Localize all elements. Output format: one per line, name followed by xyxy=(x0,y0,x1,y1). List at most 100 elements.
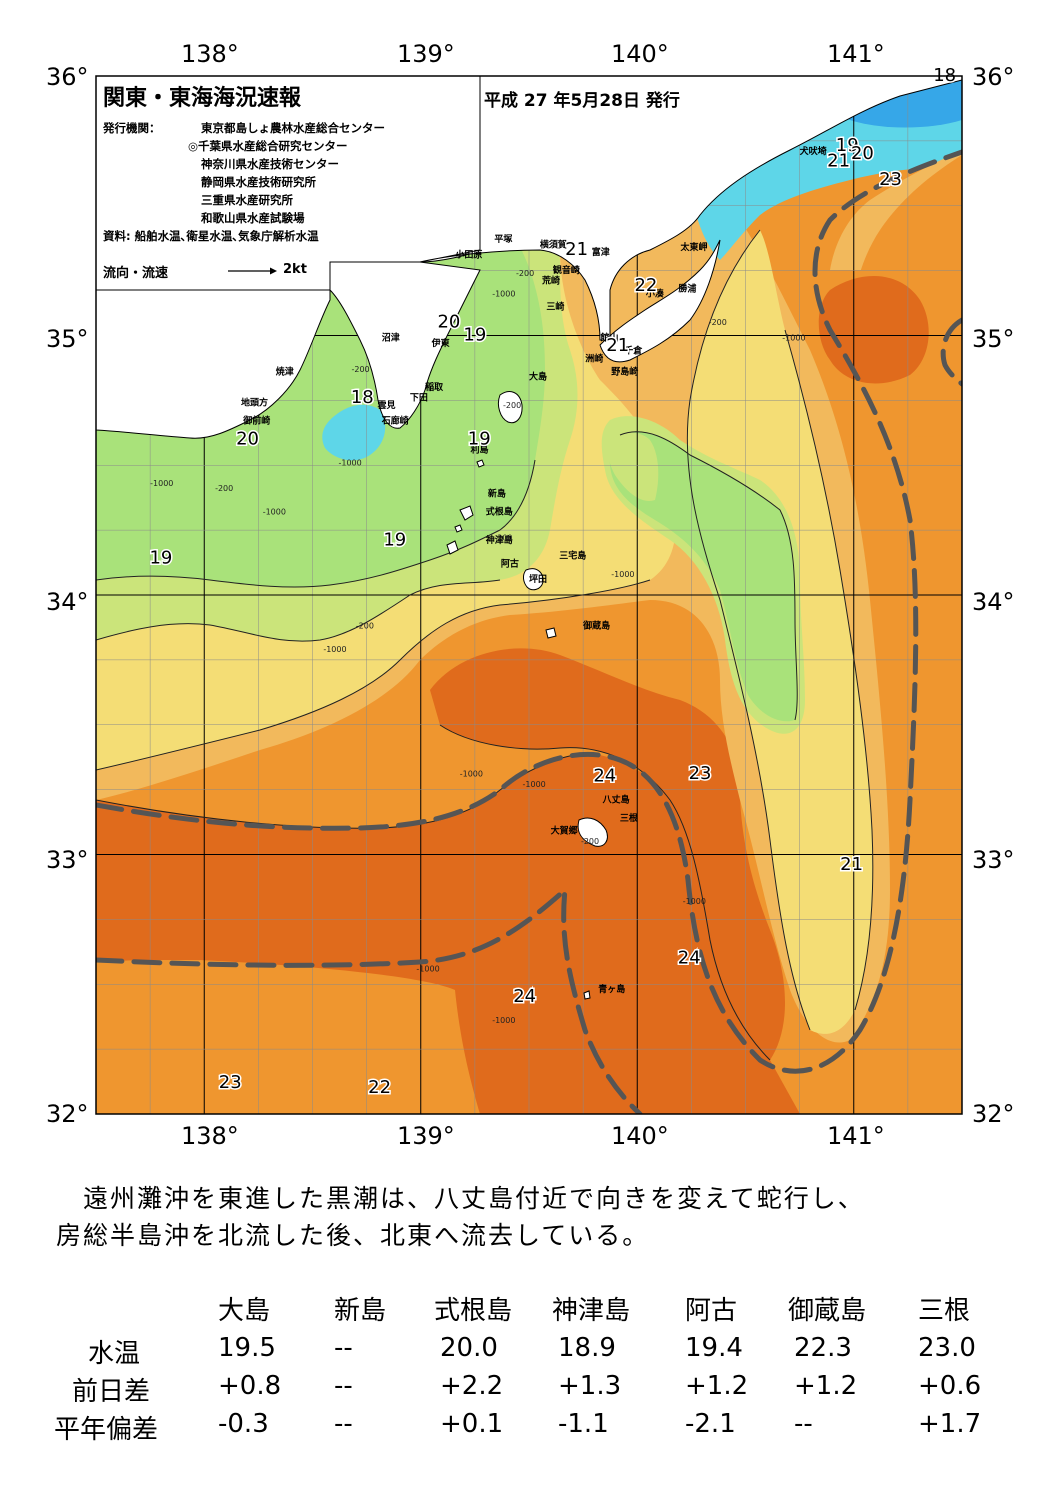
place-name-label: 石廊崎 xyxy=(381,415,409,427)
temperature-label: 23 xyxy=(689,763,712,784)
place-name-label: 小田原 xyxy=(454,249,482,261)
temperature-label: 23 xyxy=(879,169,902,190)
place-name-label: 三崎 xyxy=(546,301,564,313)
land-mikurajima xyxy=(545,627,557,639)
issuer-2: ◎千葉県水産総合研究センター xyxy=(188,139,348,153)
place-name-label: 横須賀 xyxy=(540,238,567,250)
sea-zone-24-south xyxy=(96,753,800,1114)
place-name-label: 千倉 xyxy=(624,345,643,357)
lon-label-top-139: 139° xyxy=(397,40,455,68)
lon-label-bottom-141: 141° xyxy=(827,1122,885,1150)
lat-label-right-34: 34° xyxy=(972,588,1015,616)
depth-label: -200 xyxy=(494,534,512,543)
lat-label-left-36: 36° xyxy=(46,63,89,91)
issuer-3: 神奈川県水産技術センター xyxy=(201,157,339,171)
table-cell: +0.8 xyxy=(218,1371,282,1401)
lat-label-right-36: 36° xyxy=(972,63,1015,91)
place-name-label: 御蔵島 xyxy=(582,620,610,632)
lat-label-right-33: 33° xyxy=(972,846,1015,874)
place-name-label: 式根島 xyxy=(486,506,513,518)
legend-speed: 2kt xyxy=(283,262,307,277)
table-cell: +1.2 xyxy=(685,1371,749,1401)
place-name-label: 洲崎 xyxy=(585,352,603,364)
place-name-label: 伊東 xyxy=(431,337,450,349)
row-label-water-temp: 水温 xyxy=(88,1339,141,1369)
depth-label: -1000 xyxy=(150,479,173,488)
kuroshio-axis xyxy=(96,149,962,1114)
temperature-label: 24 xyxy=(678,947,701,968)
land-miyakejima xyxy=(523,568,544,591)
place-name-label: 三宅島 xyxy=(559,550,586,562)
map-title: 関東・東海海況速報 xyxy=(103,86,302,111)
col-header-mitsune: 三根 xyxy=(918,1296,971,1326)
lon-label-bottom-140: 140° xyxy=(611,1122,669,1150)
sea-zone-19-eddy xyxy=(609,431,798,722)
place-name-label: 小湊 xyxy=(645,288,665,300)
depth-label: -200 xyxy=(503,401,521,410)
col-header-mikurajima: 御蔵島 xyxy=(788,1296,867,1326)
table-cell: 23.0 xyxy=(918,1333,976,1363)
temperature-label: 19 xyxy=(463,325,486,346)
land-aogashima xyxy=(583,990,591,1000)
depth-label: -1000 xyxy=(338,458,361,467)
issuer-4: 静岡県水産技術研究所 xyxy=(201,175,316,189)
table-cell: 22.3 xyxy=(794,1333,852,1363)
land-kozushima xyxy=(446,540,459,555)
table-cell: 19.4 xyxy=(685,1333,743,1363)
lat-label-left-33: 33° xyxy=(46,846,89,874)
issuer-5: 三重県水産研究所 xyxy=(201,193,293,207)
temperature-label: 18 xyxy=(351,387,374,408)
place-name-label: 犬吠埼 xyxy=(799,145,827,157)
description-line-1: 遠州灘沖を東進した黒潮は、八丈島付近で向きを変えて蛇行し、 xyxy=(56,1184,865,1213)
place-name-label: 焼津 xyxy=(276,365,294,377)
isotherm-line xyxy=(96,579,651,771)
depth-label: -200 xyxy=(215,484,233,493)
temperature-label: 21 xyxy=(840,854,863,875)
table-cell: -- xyxy=(334,1333,353,1363)
temperature-label: 21 xyxy=(827,151,850,172)
table-cell: +2.2 xyxy=(440,1371,504,1401)
depth-label: -1000 xyxy=(460,770,483,779)
land-shikinejima xyxy=(454,524,463,533)
temperature-label: 22 xyxy=(634,275,657,296)
place-name-label: 神津島 xyxy=(486,534,513,546)
place-name-label: 新島 xyxy=(488,487,506,499)
place-name-label: 富津 xyxy=(592,246,610,258)
place-name-label: 御前崎 xyxy=(242,415,270,427)
place-name-label: 大賀郷 xyxy=(551,825,578,837)
description-line-2: 房総半島沖を北流した後、北東へ流去している。 xyxy=(56,1221,650,1250)
land-izu-peninsula xyxy=(329,261,481,429)
kuroshio-axis-line xyxy=(96,883,643,1114)
isotherm-line xyxy=(619,431,798,721)
row-label-normal-anomaly: 平年偏差 xyxy=(54,1415,159,1445)
sea-zone-20-eddy-inner xyxy=(607,432,659,501)
col-header-oshima: 大島 xyxy=(218,1296,271,1326)
table-cell: 19.5 xyxy=(218,1333,276,1363)
temperature-label: 23 xyxy=(219,1072,242,1093)
depth-label: -1000 xyxy=(492,1016,515,1025)
place-name-label: 沼津 xyxy=(382,332,400,344)
issuer-6: 和歌山県水産試験場 xyxy=(201,211,305,225)
land-shizuoka-coast xyxy=(96,289,331,439)
table-cell: -- xyxy=(334,1409,353,1439)
isotherm-line xyxy=(784,329,874,1011)
depth-label: -1000 xyxy=(323,645,346,654)
temperature-label: 19 xyxy=(149,548,172,569)
lon-label-top-141: 141° xyxy=(827,40,885,68)
lat-label-left-32: 32° xyxy=(46,1100,89,1128)
temperature-label: 24 xyxy=(513,986,536,1007)
land-boso-peninsula xyxy=(599,239,721,363)
row-label-daily-diff: 前日差 xyxy=(72,1377,151,1407)
place-name-label: 野島崎 xyxy=(611,365,638,377)
lon-label-bottom-139: 139° xyxy=(397,1122,455,1150)
place-name-label: 坪田 xyxy=(529,573,547,585)
table-cell: -1.1 xyxy=(558,1409,609,1439)
temperature-label: 20 xyxy=(437,312,460,333)
place-name-label: 下田 xyxy=(410,392,428,403)
table-cell: +0.6 xyxy=(918,1371,982,1401)
table-cell: -- xyxy=(334,1371,353,1401)
depth-label: -1000 xyxy=(416,964,439,973)
lat-label-left-34: 34° xyxy=(46,588,89,616)
